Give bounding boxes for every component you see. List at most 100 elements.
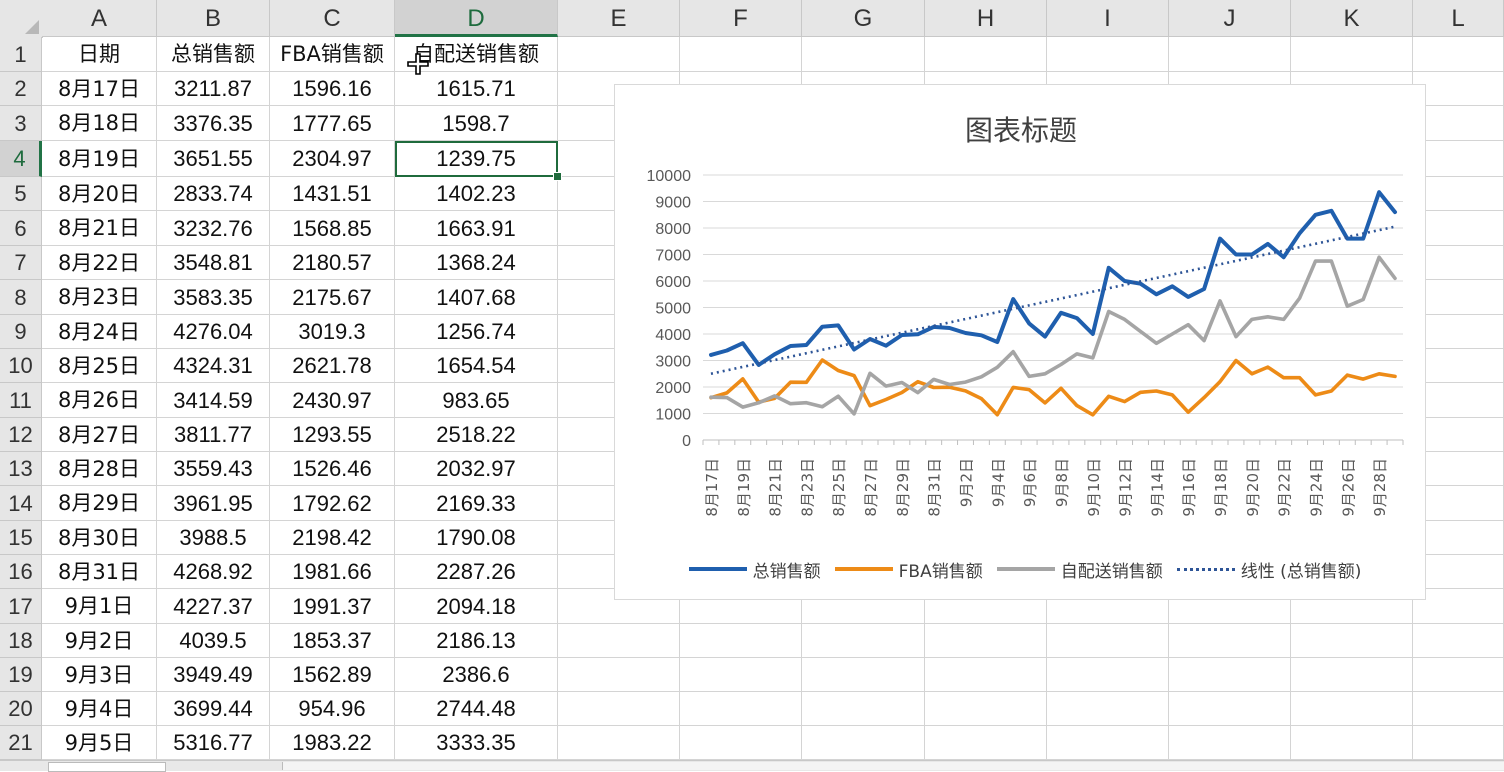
cell-e18[interactable] (558, 624, 680, 658)
cell-c18[interactable]: 1853.37 (270, 624, 395, 658)
cell-c20[interactable]: 954.96 (270, 692, 395, 726)
cell-l1[interactable] (1413, 37, 1504, 72)
cell-e1[interactable] (558, 37, 680, 72)
fill-handle[interactable] (553, 172, 562, 181)
cell-j19[interactable] (1169, 658, 1291, 692)
cell-e19[interactable] (558, 658, 680, 692)
cell-a19[interactable]: 9月3日 (42, 658, 157, 692)
cell-f17[interactable] (680, 589, 802, 624)
cell-l21[interactable] (1413, 726, 1504, 760)
cell-d11[interactable]: 983.65 (395, 383, 558, 418)
cell-b5[interactable]: 2833.74 (157, 177, 270, 211)
cell-k19[interactable] (1291, 658, 1413, 692)
select-all-corner[interactable] (0, 0, 43, 38)
cell-d19[interactable]: 2386.6 (395, 658, 558, 692)
cell-d13[interactable]: 2032.97 (395, 452, 558, 486)
column-header-j[interactable]: J (1169, 0, 1291, 37)
row-header-11[interactable]: 11 (0, 383, 42, 418)
cell-l18[interactable] (1413, 624, 1504, 658)
column-header-i[interactable]: I (1047, 0, 1169, 37)
row-header-3[interactable]: 3 (0, 106, 42, 141)
cell-i19[interactable] (1047, 658, 1169, 692)
column-header-l[interactable]: L (1413, 0, 1504, 37)
cell-b4[interactable]: 3651.55 (157, 141, 270, 177)
column-header-k[interactable]: K (1291, 0, 1413, 37)
cell-d16[interactable]: 2287.26 (395, 555, 558, 589)
cell-l19[interactable] (1413, 658, 1504, 692)
cell-c15[interactable]: 2198.42 (270, 521, 395, 555)
cell-d20[interactable]: 2744.48 (395, 692, 558, 726)
cell-g21[interactable] (802, 726, 925, 760)
cell-d8[interactable]: 1407.68 (395, 280, 558, 315)
cell-b9[interactable]: 4276.04 (157, 315, 270, 349)
cell-j20[interactable] (1169, 692, 1291, 726)
cell-c9[interactable]: 3019.3 (270, 315, 395, 349)
cell-d2[interactable]: 1615.71 (395, 72, 558, 106)
cell-i1[interactable] (1047, 37, 1169, 72)
cell-a7[interactable]: 8月22日 (42, 246, 157, 280)
cell-a8[interactable]: 8月23日 (42, 280, 157, 315)
row-header-4[interactable]: 4 (0, 141, 42, 177)
cell-a18[interactable]: 9月2日 (42, 624, 157, 658)
row-header-17[interactable]: 17 (0, 589, 42, 624)
cell-b7[interactable]: 3548.81 (157, 246, 270, 280)
cell-j17[interactable] (1169, 589, 1291, 624)
cell-c2[interactable]: 1596.16 (270, 72, 395, 106)
cell-d9[interactable]: 1256.74 (395, 315, 558, 349)
cell-h18[interactable] (925, 624, 1047, 658)
cell-c4[interactable]: 2304.97 (270, 141, 395, 177)
cell-k21[interactable] (1291, 726, 1413, 760)
cell-b10[interactable]: 4324.31 (157, 349, 270, 383)
cell-a15[interactable]: 8月30日 (42, 521, 157, 555)
row-header-14[interactable]: 14 (0, 486, 42, 521)
cell-d3[interactable]: 1598.7 (395, 106, 558, 141)
cell-j18[interactable] (1169, 624, 1291, 658)
column-header-f[interactable]: F (680, 0, 802, 37)
cell-c1[interactable]: FBA销售额 (270, 37, 395, 72)
cell-a4[interactable]: 8月19日 (42, 141, 157, 177)
cell-c12[interactable]: 1293.55 (270, 418, 395, 452)
cell-d21[interactable]: 3333.35 (395, 726, 558, 760)
cell-f1[interactable] (680, 37, 802, 72)
cell-b8[interactable]: 3583.35 (157, 280, 270, 315)
cell-d15[interactable]: 1790.08 (395, 521, 558, 555)
cell-b11[interactable]: 3414.59 (157, 383, 270, 418)
cell-k17[interactable] (1291, 589, 1413, 624)
cell-f20[interactable] (680, 692, 802, 726)
line-chart[interactable]: 0 1000 2000 3000 4000 5000 6000 7000 8000 9000 100… (614, 84, 1426, 600)
cell-g19[interactable] (802, 658, 925, 692)
cell-c17[interactable]: 1991.37 (270, 589, 395, 624)
cell-e21[interactable] (558, 726, 680, 760)
cell-b13[interactable]: 3559.43 (157, 452, 270, 486)
column-header-h[interactable]: H (925, 0, 1047, 37)
cell-h19[interactable] (925, 658, 1047, 692)
cell-b16[interactable]: 4268.92 (157, 555, 270, 589)
cell-a13[interactable]: 8月28日 (42, 452, 157, 486)
cell-b18[interactable]: 4039.5 (157, 624, 270, 658)
row-header-6[interactable]: 6 (0, 211, 42, 246)
cell-e17[interactable] (558, 589, 680, 624)
cell-a11[interactable]: 8月26日 (42, 383, 157, 418)
cell-g1[interactable] (802, 37, 925, 72)
cell-a12[interactable]: 8月27日 (42, 418, 157, 452)
cell-d14[interactable]: 2169.33 (395, 486, 558, 521)
column-header-d[interactable]: D (395, 0, 558, 37)
cell-c13[interactable]: 1526.46 (270, 452, 395, 486)
cell-c3[interactable]: 1777.65 (270, 106, 395, 141)
row-header-13[interactable]: 13 (0, 452, 42, 486)
cell-a17[interactable]: 9月1日 (42, 589, 157, 624)
cell-d10[interactable]: 1654.54 (395, 349, 558, 383)
cell-f19[interactable] (680, 658, 802, 692)
row-header-20[interactable]: 20 (0, 692, 42, 726)
cell-b21[interactable]: 5316.77 (157, 726, 270, 760)
cell-b15[interactable]: 3988.5 (157, 521, 270, 555)
cell-a6[interactable]: 8月21日 (42, 211, 157, 246)
row-header-21[interactable]: 21 (0, 726, 42, 760)
row-header-12[interactable]: 12 (0, 418, 42, 452)
cell-i21[interactable] (1047, 726, 1169, 760)
cell-a16[interactable]: 8月31日 (42, 555, 157, 589)
row-header-5[interactable]: 5 (0, 177, 42, 211)
row-header-7[interactable]: 7 (0, 246, 42, 280)
cell-g20[interactable] (802, 692, 925, 726)
cell-l20[interactable] (1413, 692, 1504, 726)
